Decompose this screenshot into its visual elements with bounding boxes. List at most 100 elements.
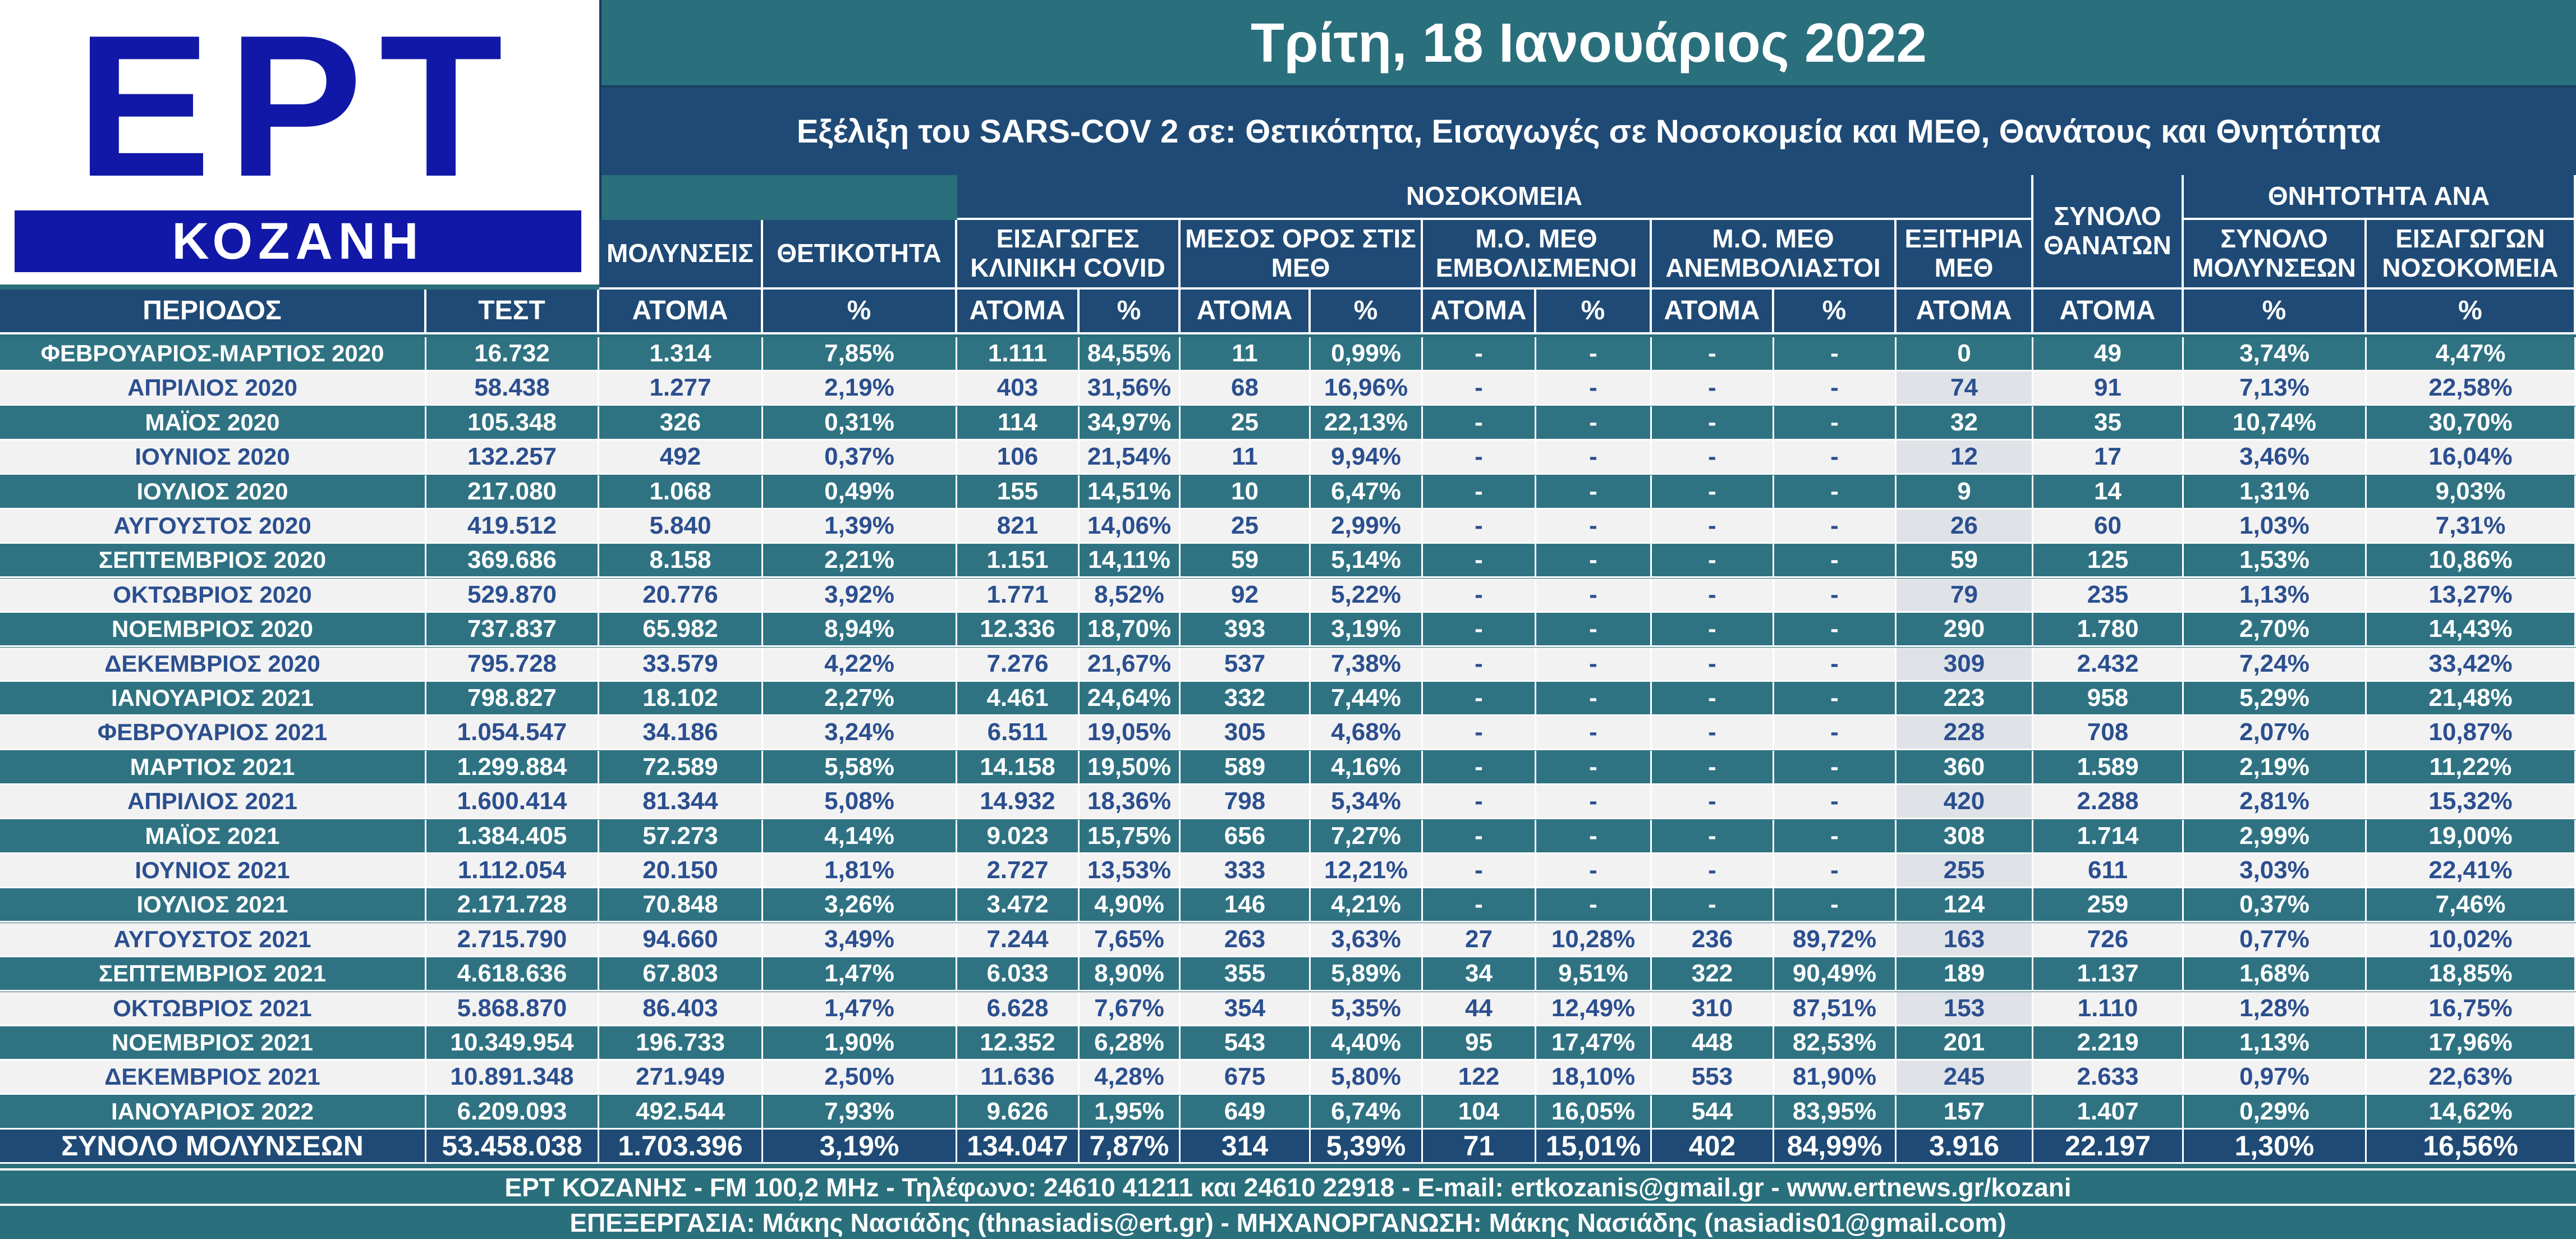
cell-total-deaths: 235	[2033, 578, 2184, 613]
cell-icu-discharges: 59	[1897, 544, 2033, 579]
cell-icu-unvacc-pct: -	[1774, 716, 1897, 751]
cell-mortality-infections: 1,30%	[2184, 1130, 2367, 1164]
cell-icu-avg-pct: 6,47%	[1311, 475, 1423, 510]
cell-mortality-admissions: 11,22%	[2367, 750, 2576, 785]
cell-mortality-infections: 2,19%	[2184, 750, 2367, 785]
cell-admissions: 1.111	[957, 337, 1080, 371]
cell-icu-avg: 589	[1181, 750, 1311, 785]
cell-icu-discharges: 9	[1897, 475, 2033, 510]
cell-infections: 94.660	[599, 923, 763, 957]
header-positivity: ΘΕΤΙΚΟΤΗΤΑ	[763, 220, 957, 290]
cell-admissions: 1.151	[957, 544, 1080, 579]
cell-mortality-admissions: 7,31%	[2367, 510, 2576, 544]
cell-icu-vacc: 95	[1423, 1026, 1536, 1061]
cell-infections: 492.544	[599, 1095, 763, 1130]
cell-mortality-infections: 1,68%	[2184, 957, 2367, 992]
cell-admissions: 2.727	[957, 854, 1080, 888]
cell-admissions: 12.352	[957, 1026, 1080, 1061]
cell-mortality-admissions: 21,48%	[2367, 682, 2576, 716]
cell-admissions: 7.276	[957, 647, 1080, 682]
cell-icu-vacc: -	[1423, 785, 1536, 820]
cell-infections: 1.314	[599, 337, 763, 371]
cell-period: ΝΟΕΜΒΡΙΟΣ 2021	[0, 1026, 426, 1061]
cell-tests: 737.837	[426, 613, 599, 648]
cell-icu-unvacc: -	[1652, 682, 1774, 716]
cell-icu-avg-pct: 5,89%	[1311, 957, 1423, 992]
cell-admissions: 6.628	[957, 992, 1080, 1026]
cell-admissions-pct: 18,70%	[1080, 613, 1181, 648]
cell-mortality-admissions: 30,70%	[2367, 406, 2576, 440]
cell-admissions: 4.461	[957, 682, 1080, 716]
header-infections: ΜΟΛΥΝΣΕΙΣ	[599, 220, 763, 290]
cell-admissions: 7.244	[957, 923, 1080, 957]
subheader-admissions: ΑΤΟΜΑ	[957, 290, 1080, 334]
cell-mortality-infections: 3,03%	[2184, 854, 2367, 888]
cell-icu-discharges: 32	[1897, 406, 2033, 440]
cell-mortality-admissions: 4,47%	[2367, 337, 2576, 371]
cell-mortality-infections: 0,97%	[2184, 1061, 2367, 1095]
cell-period: ΔΕΚΕΜΒΡΙΟΣ 2021	[0, 1061, 426, 1095]
cell-icu-unvacc: -	[1652, 888, 1774, 923]
cell-icu-vacc: 122	[1423, 1061, 1536, 1095]
cell-mortality-admissions: 16,75%	[2367, 992, 2576, 1026]
cell-mortality-infections: 1,31%	[2184, 475, 2367, 510]
subheader-infections: ΑΤΟΜΑ	[599, 290, 763, 334]
header-admissions: ΕΙΣΑΓΩΓΕΣ ΚΛΙΝΙΚΗ COVID	[957, 220, 1181, 290]
cell-icu-unvacc-pct: 84,99%	[1774, 1130, 1897, 1164]
cell-icu-unvacc: -	[1652, 854, 1774, 888]
cell-icu-avg-pct: 5,39%	[1311, 1130, 1423, 1164]
cell-icu-vacc: -	[1423, 578, 1536, 613]
cell-mortality-infections: 2,81%	[2184, 785, 2367, 820]
cell-period: ΣΕΠΤΕΜΒΡΙΟΣ 2020	[0, 544, 426, 579]
cell-positivity: 1,39%	[763, 510, 957, 544]
table-row: ΦΕΒΡΟΥΑΡΙΟΣ-ΜΑΡΤΙΟΣ 2020 16.732 1.314 7,85%…	[0, 337, 2576, 371]
cell-icu-unvacc-pct: -	[1774, 819, 1897, 854]
cell-infections: 65.982	[599, 613, 763, 648]
cell-mortality-infections: 7,24%	[2184, 647, 2367, 682]
subheader-icu-vacc-pct: %	[1536, 290, 1652, 334]
cell-icu-avg-pct: 4,40%	[1311, 1026, 1423, 1061]
header-icu-unvaccinated: Μ.Ο. ΜΕΘ ΑΝΕΜΒΟΛΙΑΣΤΟΙ	[1652, 220, 1897, 290]
cell-mortality-infections: 1,13%	[2184, 1026, 2367, 1061]
cell-icu-unvacc: 448	[1652, 1026, 1774, 1061]
cell-infections: 86.403	[599, 992, 763, 1026]
table-row: ΙΟΥΝΙΟΣ 2020 132.257 492 0,37% 106 21,54% 11 9,…	[0, 440, 2576, 475]
cell-period: ΦΕΒΡΟΥΑΡΙΟΣ-ΜΑΡΤΙΟΣ 2020	[0, 337, 426, 371]
cell-icu-vacc-pct: -	[1536, 544, 1652, 579]
cell-positivity: 1,47%	[763, 992, 957, 1026]
cell-icu-unvacc-pct: -	[1774, 510, 1897, 544]
cell-icu-avg: 537	[1181, 647, 1311, 682]
cell-mortality-admissions: 10,02%	[2367, 923, 2576, 957]
cell-icu-vacc: -	[1423, 406, 1536, 440]
cell-total-deaths: 1.589	[2033, 750, 2184, 785]
cell-icu-avg-pct: 2,99%	[1311, 510, 1423, 544]
cell-admissions-pct: 14,11%	[1080, 544, 1181, 579]
cell-icu-avg-pct: 5,14%	[1311, 544, 1423, 579]
cell-icu-discharges: 157	[1897, 1095, 2033, 1130]
cell-icu-unvacc-pct: -	[1774, 371, 1897, 406]
cell-icu-unvacc: 402	[1652, 1130, 1774, 1164]
header-mortality-group: ΘΝΗΤΟΤΗΤΑ ΑΝΑ	[2184, 175, 2576, 220]
cell-positivity: 3,49%	[763, 923, 957, 957]
cell-period: ΙΟΥΛΙΟΣ 2020	[0, 475, 426, 510]
header-icu-avg: ΜΕΣΟΣ ΟΡΟΣ ΣΤΙΣ ΜΕΘ	[1181, 220, 1423, 290]
cell-admissions: 134.047	[957, 1130, 1080, 1164]
cell-positivity: 1,47%	[763, 957, 957, 992]
table-row: ΝΟΕΜΒΡΙΟΣ 2020 737.837 65.982 8,94% 12.336 18…	[0, 613, 2576, 648]
header-icu-discharges: ΕΞΙΤΗΡΙΑ ΜΕΘ	[1897, 220, 2033, 290]
footer-credits: ΕΠΕΞΕΡΓΑΣΙΑ: Μάκης Νασιάδης (thnasiadis@…	[0, 1204, 2576, 1239]
cell-mortality-infections: 2,07%	[2184, 716, 2367, 751]
cell-icu-vacc-pct: -	[1536, 750, 1652, 785]
cell-icu-avg: 543	[1181, 1026, 1311, 1061]
cell-icu-unvacc-pct: 83,95%	[1774, 1095, 1897, 1130]
cell-tests: 1.600.414	[426, 785, 599, 820]
cell-period: ΣΥΝΟΛΟ ΜΟΛΥΝΣΕΩΝ	[0, 1130, 426, 1164]
cell-total-deaths: 1.137	[2033, 957, 2184, 992]
cell-icu-unvacc: -	[1652, 819, 1774, 854]
cell-icu-avg: 393	[1181, 613, 1311, 648]
cell-icu-avg: 146	[1181, 888, 1311, 923]
cell-tests: 2.715.790	[426, 923, 599, 957]
cell-total-deaths: 259	[2033, 888, 2184, 923]
cell-admissions-pct: 15,75%	[1080, 819, 1181, 854]
cell-icu-avg: 263	[1181, 923, 1311, 957]
